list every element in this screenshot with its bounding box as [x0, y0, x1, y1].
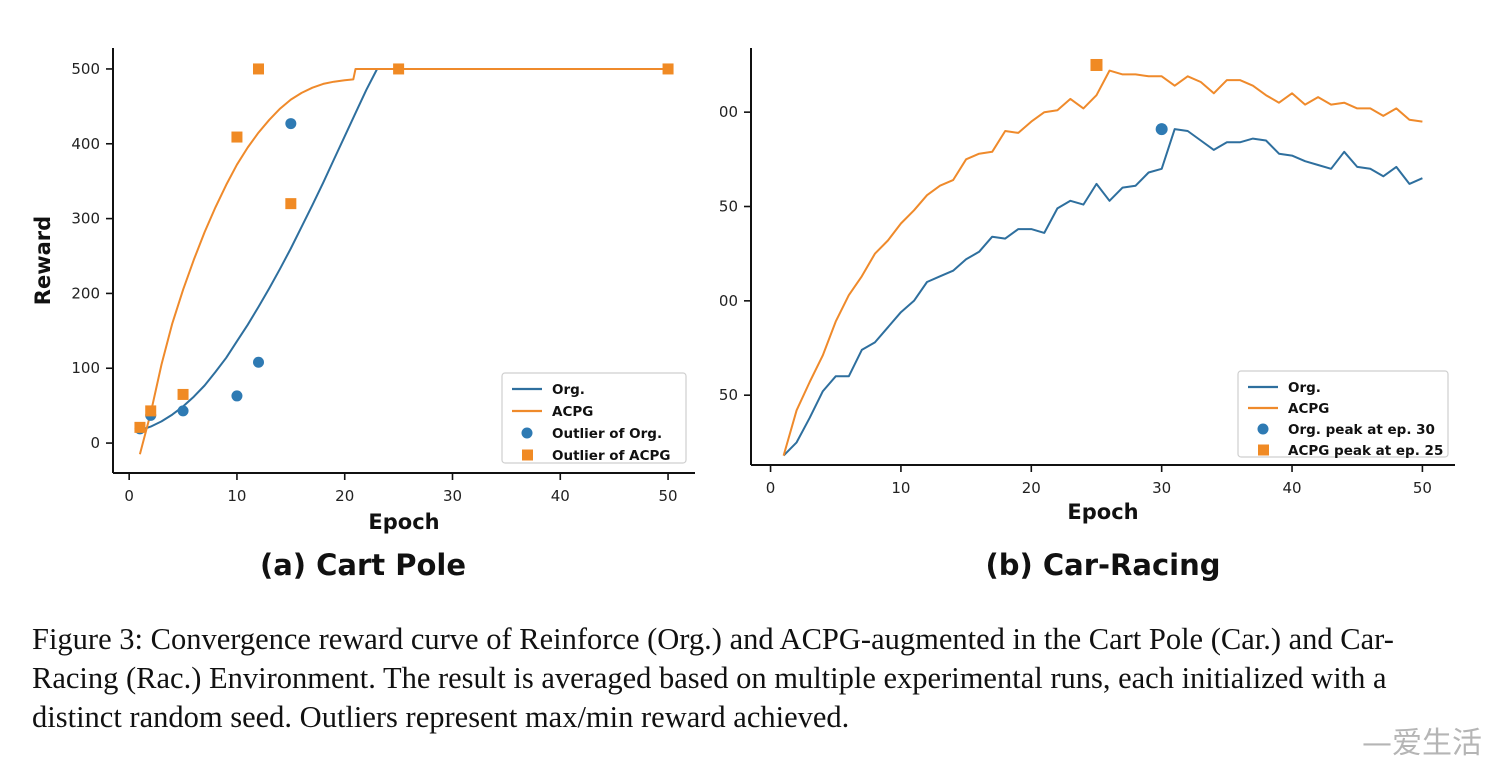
scatter-point-square	[145, 405, 157, 417]
legend-square-key	[1258, 444, 1269, 456]
scatter-point-circle	[253, 356, 264, 368]
x-tick-label: 20	[335, 487, 354, 505]
scatter-point-square	[253, 63, 264, 75]
chart-car-racing: 0 10 20 30 40 50 50 100 150 200 Epoch Org. ACPG Org. …	[720, 48, 1455, 524]
scatter-point-circle	[177, 405, 189, 417]
legend-square-key	[522, 449, 533, 461]
y-tick-label: 400	[71, 135, 100, 153]
subtitle-cart-pole: (a) Cart Pole	[259, 548, 467, 582]
y-tick-label: 50	[720, 386, 738, 404]
scatter-point-circle	[231, 390, 243, 402]
series-line-acpg	[138, 68, 669, 455]
legend-box	[501, 372, 687, 464]
legend-label: Org.	[552, 382, 585, 398]
y-tick-label: 0	[90, 434, 100, 452]
watermark: —爱生活	[1362, 726, 1482, 761]
scatter-point-circle	[1155, 123, 1168, 136]
legend-label: Org. peak at ep. 30	[1288, 422, 1435, 438]
y-tick-label: 100	[71, 359, 100, 377]
figure-caption: Figure 3: Convergence reward curve of Re…	[32, 622, 1394, 734]
x-tick-label: 40	[551, 487, 570, 505]
y-axis-label: Reward	[31, 216, 55, 305]
scatter-point-square	[231, 131, 243, 143]
x-tick-label: 30	[443, 487, 462, 505]
legend-label: ACPG peak at ep. 25	[1288, 443, 1443, 459]
legend-label: Org.	[1288, 380, 1321, 396]
legend-circle-key	[1257, 423, 1269, 435]
legend-box	[1237, 370, 1449, 458]
x-tick-label: 20	[1022, 479, 1041, 497]
subtitle-car-racing: (b) Car-Racing	[985, 548, 1221, 582]
series-line-acpg	[782, 69, 1423, 456]
x-axis-label: Epoch	[368, 510, 439, 534]
chart-cart-pole: 0 10 20 30 40 500100200300400500EpochRewardOr…	[31, 48, 695, 534]
legend-label: Outlier of Org.	[552, 426, 662, 442]
x-axis-label: Epoch	[1067, 500, 1138, 524]
legend-circle-key	[521, 427, 533, 439]
y-tick-label: 100	[720, 292, 738, 310]
scatter-point-square	[1090, 58, 1103, 71]
legend-label: ACPG	[1288, 401, 1329, 417]
y-tick-label: 150	[720, 197, 738, 215]
scatter-point-square	[662, 63, 674, 75]
scatter-point-square	[285, 198, 297, 210]
legend-label: ACPG	[552, 404, 593, 420]
scatter-point-circle	[285, 118, 297, 130]
legend-label: Outlier of ACPG	[552, 448, 671, 464]
legend: Org. ACPG Outlier of Org. Outlier of ACPG	[501, 372, 687, 464]
y-tick-label: 300	[71, 210, 100, 228]
scatter-point-square	[393, 63, 405, 75]
x-tick-label: 0	[124, 487, 134, 505]
scatter-point-square	[177, 388, 189, 400]
x-tick-label: 10	[227, 487, 246, 505]
y-tick-label: 200	[720, 103, 738, 121]
y-tick-label: 200	[71, 284, 100, 302]
legend: Org. ACPG Org. peak at ep. 30 ACPG peak at …	[1237, 370, 1449, 459]
y-tick-label: 500	[71, 60, 100, 78]
series-line-org-	[782, 128, 1423, 457]
x-tick-label: 50	[659, 487, 678, 505]
x-tick-label: 10	[891, 479, 910, 497]
x-tick-label: 30	[1152, 479, 1171, 497]
scatter-point-square	[134, 421, 146, 433]
x-tick-label: 50	[1413, 479, 1432, 497]
x-tick-label: 40	[1282, 479, 1301, 497]
x-tick-label: 0	[766, 479, 776, 497]
